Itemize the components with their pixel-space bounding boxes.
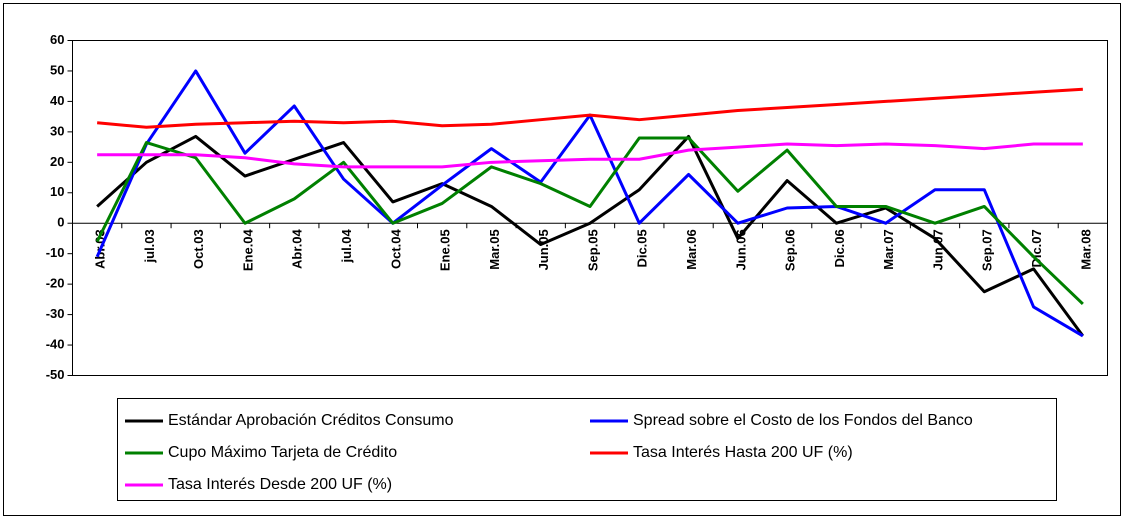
x-tick-label: Oct.04 (388, 228, 403, 269)
y-tick-label: -50 (46, 367, 65, 382)
y-tick-label: -20 (46, 276, 65, 291)
legend-label: Cupo Máximo Tarjeta de Crédito (168, 444, 397, 461)
series-line (97, 142, 1083, 169)
legend-box (117, 398, 1057, 501)
x-tick-label: Sep.06 (783, 229, 798, 271)
x-tick-label: Dic.07 (1029, 229, 1044, 267)
x-tick-label: Dic.05 (635, 229, 650, 267)
y-tick-label: -40 (46, 336, 65, 351)
series-line (95, 136, 1084, 306)
y-tick-label: 20 (50, 154, 64, 169)
y-tick-label: -10 (46, 245, 65, 260)
x-tick-label: jul.04 (339, 228, 354, 263)
y-tick-label: 60 (50, 32, 64, 47)
x-tick-label: Jun.05 (536, 229, 551, 270)
y-tick-label: 50 (50, 62, 64, 77)
y-tick-label: 30 (50, 123, 64, 138)
legend-label: Tasa Interés Hasta 200 UF (%) (633, 444, 853, 461)
x-tick-label: jul.03 (142, 229, 157, 263)
x-tick-label: Mar.08 (1078, 229, 1093, 269)
y-tick-label: -30 (46, 306, 65, 321)
legend-label: Spread sobre el Costo de los Fondos del … (633, 412, 973, 429)
series-line (97, 87, 1083, 129)
x-tick-label: Oct.03 (191, 229, 206, 269)
x-tick-label: Mar.06 (684, 229, 699, 269)
series-line (96, 134, 1085, 337)
plot-area (72, 40, 1108, 376)
x-tick-label: Sep.05 (585, 229, 600, 271)
x-tick-label: Sep.07 (980, 229, 995, 271)
legend-label: Estándar Aprobación Créditos Consumo (168, 412, 454, 429)
x-tick-label: Mar.05 (487, 229, 502, 269)
x-tick-label: Ene.05 (438, 229, 453, 271)
y-tick-label: 10 (50, 184, 64, 199)
x-tick-label: Abr.04 (290, 228, 305, 269)
x-tick-label: Ene.04 (240, 228, 255, 271)
legend-label: Tasa Interés Desde 200 UF (%) (168, 476, 392, 493)
y-tick-label: 40 (50, 93, 64, 108)
chart-border (3, 3, 1121, 516)
x-tick-label: Dic.06 (832, 229, 847, 267)
x-tick-label: Mar.07 (881, 229, 896, 269)
y-tick-label: 0 (57, 215, 64, 230)
